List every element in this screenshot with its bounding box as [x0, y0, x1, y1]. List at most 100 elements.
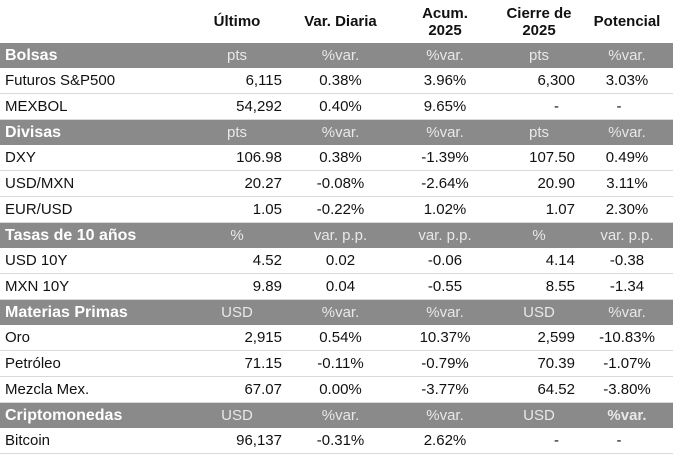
- cell-acum-2025: -0.55: [393, 273, 497, 300]
- cell-potencial: 0.49%: [581, 145, 673, 171]
- header-row: Último Var. Diaria Acum. 2025 Cierre de …: [0, 0, 673, 43]
- section-unit-label: %var.: [581, 402, 673, 428]
- table-row: USD/MXN 20.27 -0.08% -2.64% 20.90 3.11%: [0, 170, 673, 197]
- section-unit-label: %var.: [581, 43, 673, 68]
- cell-ultimo: 2,915: [186, 325, 288, 351]
- header-acum-2025: Acum. 2025: [422, 4, 468, 39]
- cell-acum-2025: 3.96%: [393, 68, 497, 94]
- table-row: EUR/USD 1.05 -0.22% 1.02% 1.07 2.30%: [0, 196, 673, 223]
- cell-cierre-2025: 70.39: [497, 350, 581, 377]
- table-row: MEXBOL 54,292 0.40% 9.65% - -: [0, 93, 673, 120]
- row-name: Futuros S&P500: [0, 68, 186, 94]
- section-name: Criptomonedas: [0, 402, 186, 428]
- section-header-row: Criptomonedas USD %var. %var. USD %var.: [0, 402, 673, 428]
- cell-potencial: -3.80%: [581, 376, 673, 403]
- cell-cierre-2025: 107.50: [497, 145, 581, 171]
- table-body: Bolsas pts %var. %var. pts %var. Futuros S&P50…: [0, 43, 673, 454]
- section-unit-label: %var.: [288, 119, 393, 145]
- cell-var-diaria: -0.22%: [288, 196, 393, 223]
- row-name: Petróleo: [0, 350, 186, 377]
- section-header-row: Divisas pts %var. %var. pts %var.: [0, 119, 673, 145]
- section-unit-label: %var.: [288, 402, 393, 428]
- cell-var-diaria: 0.54%: [288, 325, 393, 351]
- cell-var-diaria: -0.08%: [288, 170, 393, 197]
- table-row: Oro 2,915 0.54% 10.37% 2,599 -10.83%: [0, 325, 673, 351]
- section-unit-label: USD: [186, 402, 288, 428]
- section-unit-label: pts: [186, 43, 288, 68]
- header-cierre-2025: Cierre de 2025: [506, 4, 572, 39]
- section-unit-label: USD: [497, 402, 581, 428]
- section-unit-label: %var.: [288, 43, 393, 68]
- cell-potencial: 2.30%: [581, 196, 673, 223]
- section-unit-label: %var.: [581, 119, 673, 145]
- cell-acum-2025: 2.62%: [393, 428, 497, 454]
- cell-ultimo: 54,292: [186, 93, 288, 120]
- section-unit-label: pts: [497, 43, 581, 68]
- section-name: Tasas de 10 años: [0, 222, 186, 248]
- cell-cierre-2025: 20.90: [497, 170, 581, 197]
- cell-var-diaria: 0.38%: [288, 145, 393, 171]
- section-name: Bolsas: [0, 43, 186, 68]
- section-header-row: Bolsas pts %var. %var. pts %var.: [0, 43, 673, 68]
- cell-cierre-2025: -: [497, 428, 581, 454]
- cell-var-diaria: 0.00%: [288, 376, 393, 403]
- row-name: Mezcla Mex.: [0, 376, 186, 403]
- cell-cierre-2025: 2,599: [497, 325, 581, 351]
- row-name: MEXBOL: [0, 93, 186, 120]
- row-name: EUR/USD: [0, 196, 186, 223]
- row-name: DXY: [0, 145, 186, 171]
- section-unit-label: USD: [186, 299, 288, 325]
- cell-acum-2025: 1.02%: [393, 196, 497, 223]
- cell-var-diaria: 0.40%: [288, 93, 393, 120]
- table-row: USD 10Y 4.52 0.02 -0.06 4.14 -0.38: [0, 248, 673, 274]
- row-name: Bitcoin: [0, 428, 186, 454]
- section-header-row: Materias Primas USD %var. %var. USD %var.: [0, 299, 673, 325]
- cell-ultimo: 6,115: [186, 68, 288, 94]
- section-unit-label: %: [186, 222, 288, 248]
- section-unit-label: %var.: [393, 43, 497, 68]
- section-unit-label: %var.: [288, 299, 393, 325]
- cell-ultimo: 1.05: [186, 196, 288, 223]
- cell-cierre-2025: 64.52: [497, 376, 581, 403]
- section-unit-label: pts: [186, 119, 288, 145]
- section-unit-label: %var.: [581, 299, 673, 325]
- section-name: Divisas: [0, 119, 186, 145]
- cell-ultimo: 9.89: [186, 273, 288, 300]
- row-name: MXN 10Y: [0, 273, 186, 300]
- cell-ultimo: 20.27: [186, 170, 288, 197]
- table-row: Petróleo 71.15 -0.11% -0.79% 70.39 -1.07%: [0, 350, 673, 377]
- cell-potencial: 3.11%: [581, 170, 673, 197]
- cell-potencial: -: [581, 428, 673, 454]
- header-potencial: Potencial: [593, 13, 661, 30]
- cell-acum-2025: -2.64%: [393, 170, 497, 197]
- cell-ultimo: 67.07: [186, 376, 288, 403]
- cell-potencial: 3.03%: [581, 68, 673, 94]
- table-row: DXY 106.98 0.38% -1.39% 107.50 0.49%: [0, 145, 673, 171]
- cell-acum-2025: -1.39%: [393, 145, 497, 171]
- cell-cierre-2025: 8.55: [497, 273, 581, 300]
- section-header-row: Tasas de 10 años% var. p.p. var. p.p.% var.…: [0, 222, 673, 248]
- cell-potencial: -1.07%: [581, 350, 673, 377]
- cell-var-diaria: 0.04: [288, 273, 393, 300]
- cell-acum-2025: -0.79%: [393, 350, 497, 377]
- section-unit-label: pts: [497, 119, 581, 145]
- header-ultimo: Último: [213, 13, 261, 30]
- cell-acum-2025: -3.77%: [393, 376, 497, 403]
- cell-acum-2025: 10.37%: [393, 325, 497, 351]
- cell-potencial: -0.38: [581, 248, 673, 274]
- cell-ultimo: 71.15: [186, 350, 288, 377]
- table-row: Futuros S&P500 6,115 0.38% 3.96% 6,300 3.03%: [0, 68, 673, 94]
- cell-var-diaria: 0.02: [288, 248, 393, 274]
- section-unit-label: var. p.p.: [288, 222, 393, 248]
- cell-ultimo: 96,137: [186, 428, 288, 454]
- cell-acum-2025: -0.06: [393, 248, 497, 274]
- cell-cierre-2025: 1.07: [497, 196, 581, 223]
- cell-cierre-2025: 4.14: [497, 248, 581, 274]
- cell-var-diaria: -0.31%: [288, 428, 393, 454]
- header-var-diaria: Var. Diaria: [304, 13, 377, 30]
- section-unit-label: var. p.p.: [393, 222, 497, 248]
- table-row: Bitcoin 96,137 -0.31% 2.62% - -: [0, 428, 673, 454]
- table-row: Mezcla Mex. 67.07 0.00% -3.77% 64.52 -3.80%: [0, 376, 673, 403]
- row-name: USD/MXN: [0, 170, 186, 197]
- cell-cierre-2025: -: [497, 93, 581, 120]
